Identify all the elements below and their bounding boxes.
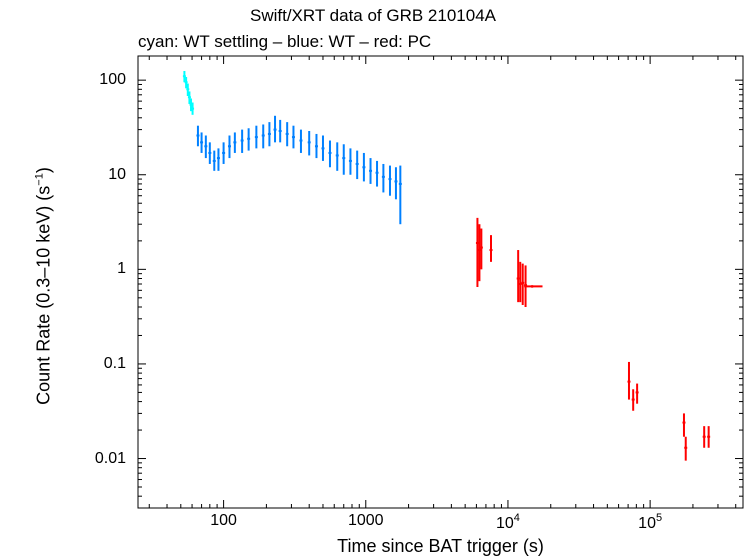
chart-title: Swift/XRT data of GRB 210104A <box>249 6 496 25</box>
y-axis-label-close: ) <box>33 167 54 174</box>
y-tick-label: 10 <box>108 165 126 183</box>
x-tick-label-base: 10 <box>495 515 514 532</box>
y-axis-label-text: Count Rate (0.3–10 keV) (s <box>33 185 54 405</box>
y-axis-label-exponent: −1 <box>33 173 46 186</box>
x-tick-label-exponent: 4 <box>513 512 520 524</box>
x-tick-label-base: 1000 <box>347 512 384 529</box>
chart-subtitle: cyan: WT settling – blue: WT – red: PC <box>138 32 432 51</box>
x-tick-label: 105 <box>638 512 662 533</box>
y-tick-label: 0.1 <box>103 354 126 372</box>
x-axis-label: Time since BAT trigger (s) <box>337 536 544 556</box>
x-tick-label-exponent: 5 <box>655 512 663 524</box>
y-tick-label: 1 <box>117 260 126 278</box>
x-tick-label: 100 <box>210 512 237 530</box>
x-tick-label-base: 10 <box>638 515 656 532</box>
x-tick-label: 1000 <box>348 512 384 530</box>
y-axis-label: Count Rate (0.3–10 keV) (s−1) <box>34 167 55 405</box>
y-tick-label: 0.01 <box>94 449 126 467</box>
x-tick-label-base: 100 <box>210 512 237 529</box>
plot-frame <box>137 55 744 509</box>
y-tick-label: 100 <box>99 71 126 89</box>
x-tick-label: 104 <box>496 512 520 533</box>
